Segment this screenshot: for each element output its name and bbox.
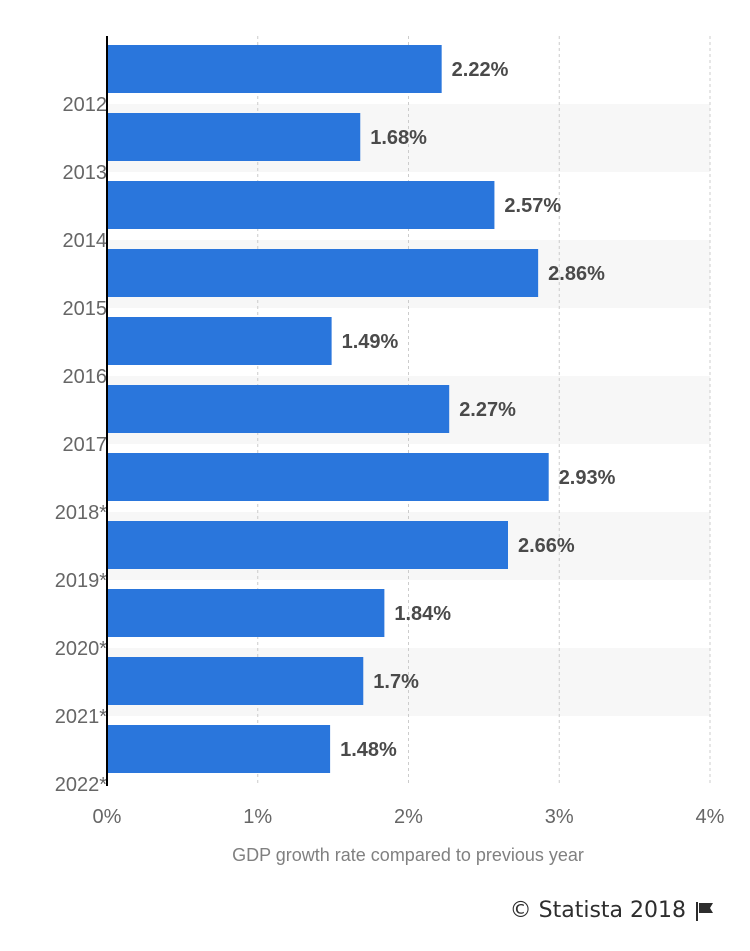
credit-text: © Statista 2018 [509,898,686,923]
bar [107,317,332,365]
data-label: 1.48% [340,739,397,761]
bar [107,453,549,501]
category-label: 2019* [55,570,107,592]
credit[interactable]: © Statista 2018 [510,898,716,923]
bar [107,521,508,569]
bar [107,725,331,773]
category-label: 2015 [63,298,108,320]
category-label: 2021* [55,706,107,728]
category-label: 2016 [63,366,108,388]
category-label: 2017 [63,434,108,456]
bar-chart: 0% 1% 2% 3% 4% 2.22% 2012 1.68% 2013 2.57% 2014 2.8… [55,36,725,865]
data-label: 2.22% [452,59,509,81]
bar [107,589,385,637]
category-label: 2014 [63,230,108,252]
bar [107,657,364,705]
bar [107,385,450,433]
category-label: 2020* [55,638,107,660]
data-label: 1.84% [394,603,451,625]
bar [107,181,495,229]
data-label: 2.86% [548,263,605,285]
x-tick-label: 0% [93,806,122,828]
bar [107,45,442,93]
data-label: 1.68% [370,127,427,149]
bar [107,249,539,297]
flag-icon[interactable] [694,900,716,922]
category-label: 2012 [63,94,108,116]
bar [107,113,361,161]
x-tick-label: 2% [394,806,423,828]
data-label: 1.7% [373,671,419,693]
data-label: 2.66% [518,535,575,557]
data-label: 2.93% [559,467,616,489]
data-label: 1.49% [342,331,399,353]
data-label: 2.57% [504,195,561,217]
category-label: 2013 [63,162,108,184]
data-label: 2.27% [459,399,516,421]
category-label: 2018* [55,502,107,524]
x-tick-label: 1% [243,806,272,828]
x-tick-label: 3% [545,806,574,828]
x-tick-label: 4% [696,806,725,828]
category-label: 2022* [55,774,107,796]
x-axis-title: GDP growth rate compared to previous yea… [232,845,584,865]
